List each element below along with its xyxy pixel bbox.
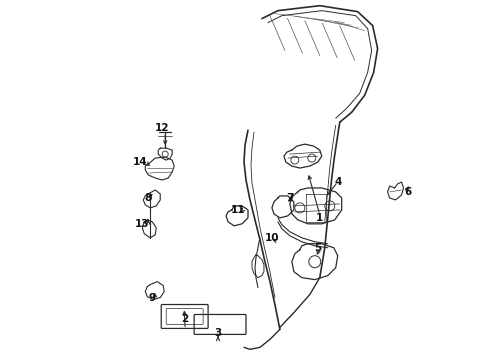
Text: 4: 4: [334, 177, 342, 187]
Text: 5: 5: [314, 243, 321, 253]
Text: 3: 3: [215, 328, 221, 338]
Text: 7: 7: [286, 193, 294, 203]
Text: 14: 14: [133, 157, 147, 167]
Text: 8: 8: [145, 193, 152, 203]
Text: 11: 11: [231, 205, 245, 215]
Text: 12: 12: [155, 123, 170, 133]
Text: 9: 9: [148, 293, 156, 302]
Text: 6: 6: [404, 187, 411, 197]
Text: 1: 1: [316, 213, 323, 223]
Text: 10: 10: [265, 233, 279, 243]
Text: 2: 2: [182, 314, 189, 324]
Text: 13: 13: [135, 219, 149, 229]
